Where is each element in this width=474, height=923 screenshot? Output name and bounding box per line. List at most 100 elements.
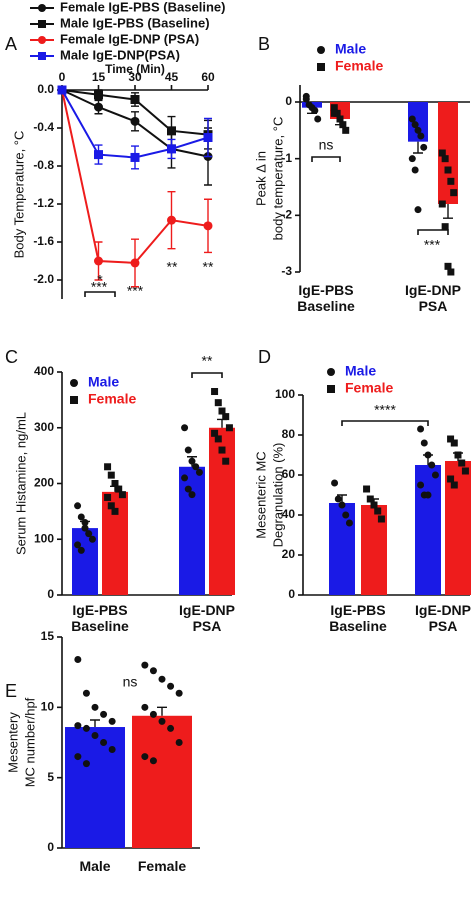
category-label: IgE-PBS Baseline: [329, 602, 387, 634]
bar: [65, 727, 125, 848]
category-label: IgE-DNP PSA: [405, 282, 461, 314]
marker: [130, 258, 140, 268]
data-point: [167, 724, 175, 732]
data-point: [414, 206, 422, 214]
data-point: [411, 166, 419, 174]
y-axis-label: Serum Histamine, ng/mL: [13, 412, 28, 555]
data-point: [450, 481, 458, 489]
y-tick-label: 200: [34, 476, 54, 490]
data-point: [141, 703, 149, 711]
data-point: [158, 717, 166, 725]
legend-label: Male IgE-DNP(PSA): [60, 47, 180, 62]
y-axis-label: MC number/hpf: [22, 697, 37, 787]
legend-marker: [70, 396, 78, 404]
x-tick-label: 60: [201, 70, 215, 84]
significance: **: [202, 353, 213, 369]
y-axis-label: Peak Δ in: [253, 151, 268, 206]
legend-label: Female: [345, 380, 393, 396]
significance: **: [203, 259, 214, 275]
y-tick-label: -1.6: [33, 234, 54, 248]
data-point: [447, 268, 455, 276]
data-point: [438, 149, 446, 157]
category-text: IgE-DNP PSA: [179, 602, 235, 634]
data-point: [100, 739, 108, 746]
marker: [94, 90, 103, 100]
marker: [167, 144, 176, 154]
data-point: [85, 530, 93, 538]
bracket: [84, 291, 116, 297]
data-point: [428, 461, 436, 469]
y-tick-label: 80: [282, 427, 296, 441]
data-point: [141, 661, 149, 669]
data-point: [149, 710, 157, 718]
data-point: [74, 502, 82, 510]
data-point: [74, 753, 82, 761]
data-point: [334, 495, 342, 503]
legend-label: Male: [335, 41, 366, 57]
data-point: [149, 757, 157, 765]
data-point: [214, 435, 222, 443]
category-text: IgE-PBS Baseline: [71, 602, 129, 634]
panel-letter: B: [258, 34, 270, 54]
data-point: [370, 501, 378, 509]
data-point: [104, 463, 112, 471]
data-point: [107, 471, 115, 479]
data-point: [211, 429, 219, 437]
category-label: Female: [138, 858, 186, 874]
data-point: [314, 115, 322, 123]
data-point: [181, 424, 189, 432]
y-tick-label: -0.4: [33, 120, 54, 134]
data-point: [225, 424, 233, 432]
error-bar: [90, 719, 100, 728]
data-point: [339, 121, 347, 129]
data-point: [100, 710, 108, 718]
data-point: [218, 446, 226, 454]
data-point: [214, 399, 222, 407]
data-point: [408, 155, 416, 163]
significance: ****: [374, 402, 396, 418]
error-bar: [157, 706, 167, 716]
data-point: [158, 675, 166, 683]
data-point: [408, 115, 416, 123]
data-point: [81, 519, 89, 527]
data-point: [82, 689, 90, 697]
significance: ns: [319, 137, 334, 153]
data-point: [336, 115, 344, 123]
data-point: [444, 166, 452, 174]
x-tick-label: 0: [59, 70, 66, 84]
data-point: [88, 535, 96, 543]
data-point: [111, 480, 119, 487]
data-point: [331, 479, 339, 487]
data-point: [342, 511, 350, 519]
panel-letter: A: [5, 34, 17, 54]
legend-label: Female IgE-PBS (Baseline): [60, 0, 225, 14]
legend-marker: [38, 52, 46, 60]
y-tick-label: 400: [34, 364, 54, 378]
marker: [130, 116, 140, 126]
data-point: [107, 502, 115, 510]
marker: [130, 95, 140, 104]
category-label: IgE-PBS Baseline: [297, 282, 355, 314]
legend-label: Female: [335, 58, 383, 74]
bar: [445, 461, 471, 595]
y-tick-label: 15: [41, 629, 55, 643]
data-point: [222, 457, 230, 465]
data-point: [374, 507, 382, 515]
data-point: [115, 485, 123, 493]
marker: [94, 102, 103, 112]
category-text: Male: [79, 858, 111, 874]
data-point: [330, 109, 338, 117]
significance: **: [167, 259, 178, 275]
data-point: [74, 656, 82, 664]
significance: ***: [91, 279, 108, 295]
data-point: [222, 413, 230, 421]
data-point: [377, 515, 385, 523]
error-bar: [443, 204, 453, 219]
marker: [203, 133, 213, 142]
legend-label: Female IgE-DNP (PSA): [60, 31, 199, 46]
panel-letter: E: [5, 681, 17, 701]
marker: [167, 126, 176, 136]
data-point: [447, 435, 455, 443]
category-text: IgE-PBS Baseline: [297, 282, 355, 314]
legend-marker: [327, 385, 335, 393]
